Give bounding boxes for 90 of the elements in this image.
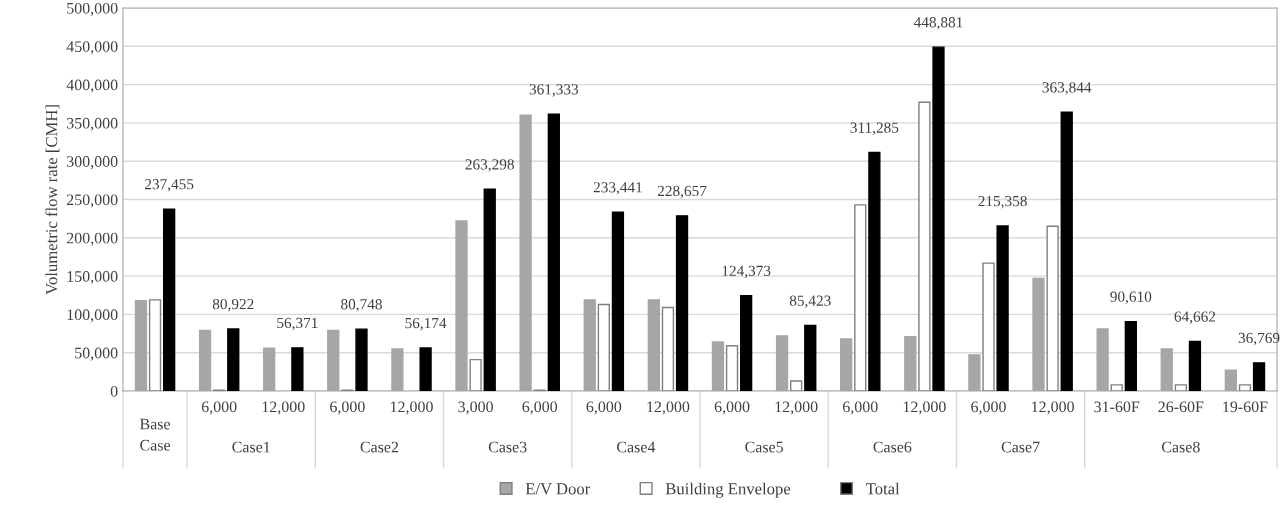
- x-tick-label: 12,000: [647, 401, 690, 415]
- legend-label: E/V Door: [525, 483, 591, 495]
- y-tick-label: 150,000: [67, 271, 118, 285]
- x-tick-label: 12,000: [903, 401, 946, 415]
- data-label: 263,298: [465, 159, 514, 172]
- x-tick-label: 26-60F: [1158, 401, 1204, 413]
- data-label: 233,441: [593, 182, 642, 195]
- data-label: 363,844: [1042, 82, 1092, 95]
- bar: [1252, 362, 1266, 391]
- text: Case4: [617, 441, 656, 453]
- x-tick-label: 31-60F: [1094, 401, 1140, 413]
- bar: [804, 324, 817, 391]
- x-tick-label: 6,000: [714, 401, 750, 415]
- data-label: 215,358: [978, 195, 1027, 209]
- data-label: 80,748: [341, 299, 382, 312]
- bar: [1110, 384, 1123, 391]
- x-tick-label: 6,000: [971, 401, 1006, 415]
- bar: [854, 204, 867, 391]
- y-tick-label: 300,000: [66, 156, 118, 170]
- data-label: 80,922: [212, 298, 254, 312]
- text: Case7: [1001, 441, 1040, 453]
- bar: [1238, 384, 1252, 391]
- x-tick-label: 19-60F: [1223, 401, 1268, 413]
- bar: [725, 345, 739, 391]
- x-tick-label: 6,000: [843, 401, 878, 415]
- text: Case6: [873, 441, 912, 453]
- text: Case5: [745, 441, 783, 453]
- data-label: 124,373: [722, 265, 771, 279]
- bar: [790, 380, 803, 391]
- data-label: 361,333: [529, 84, 579, 97]
- bar: [547, 113, 560, 391]
- y-tick-label: 250,000: [66, 194, 118, 208]
- bar: [163, 208, 176, 391]
- bar: [1124, 320, 1137, 391]
- x-tick-label: 12,000: [262, 401, 305, 415]
- bar: [740, 295, 753, 391]
- x-tick-label: 12,000: [775, 401, 818, 415]
- x-tick-label: 12,000: [1032, 401, 1074, 415]
- legend-label: Total: [866, 482, 900, 495]
- bar: [291, 347, 304, 391]
- data-label: 64,662: [1174, 311, 1216, 324]
- data-label: 90,610: [1110, 291, 1152, 305]
- bar: [227, 328, 240, 391]
- legend-label: Building Envelope: [665, 482, 791, 498]
- bar: [1060, 111, 1073, 391]
- y-tick-label: 50,000: [75, 347, 118, 361]
- bar: [148, 299, 162, 391]
- text: Case1: [232, 441, 270, 453]
- y-tick-label: 200,000: [66, 232, 118, 246]
- data-label: 56,371: [277, 317, 318, 331]
- bar: [982, 262, 995, 391]
- y-tick-label: 0: [110, 385, 118, 397]
- bar: [1046, 225, 1059, 391]
- bar: [1188, 340, 1202, 391]
- bar: [675, 215, 689, 391]
- bar: [483, 188, 496, 391]
- bar: [661, 306, 675, 391]
- data-label: 85,423: [789, 295, 831, 308]
- y-tick-label: 350,000: [66, 117, 118, 131]
- bar: [918, 101, 931, 391]
- text: Case2: [360, 441, 399, 453]
- data-label: 56,174: [405, 317, 447, 331]
- data-label: 311,285: [850, 122, 899, 135]
- bar: [868, 151, 881, 391]
- x-tick-label: 6,000: [586, 401, 622, 415]
- y-axis-title: Volumetric flow rate [CMH]: [45, 105, 60, 295]
- bar: [419, 347, 432, 391]
- y-tick-label: 100,000: [67, 309, 118, 323]
- x-tick-label: 6,000: [522, 401, 558, 415]
- bar: [611, 211, 625, 391]
- y-tick-label: 500,000: [67, 2, 118, 16]
- bar: [469, 358, 482, 391]
- bar: [932, 46, 945, 391]
- x-tick-label: 6,000: [330, 401, 365, 415]
- data-label: 448,881: [913, 17, 963, 30]
- text: Case8: [1161, 441, 1200, 453]
- data-label: 228,657: [657, 185, 707, 199]
- x-tick-label: 6,000: [201, 401, 237, 415]
- bar: [1174, 384, 1187, 391]
- y-tick-label: 400,000: [66, 79, 118, 93]
- data-label: 237,455: [145, 179, 194, 192]
- bar: [996, 225, 1009, 391]
- data-label: 36,769: [1238, 332, 1280, 346]
- text: Case3: [488, 441, 527, 453]
- x-tick-label: 12,000: [390, 401, 433, 415]
- bar: [355, 328, 368, 391]
- text: Base Case: [139, 418, 171, 451]
- x-tick-label: 3,000: [458, 401, 493, 415]
- bar: [597, 303, 610, 391]
- y-tick-label: 450,000: [66, 41, 118, 55]
